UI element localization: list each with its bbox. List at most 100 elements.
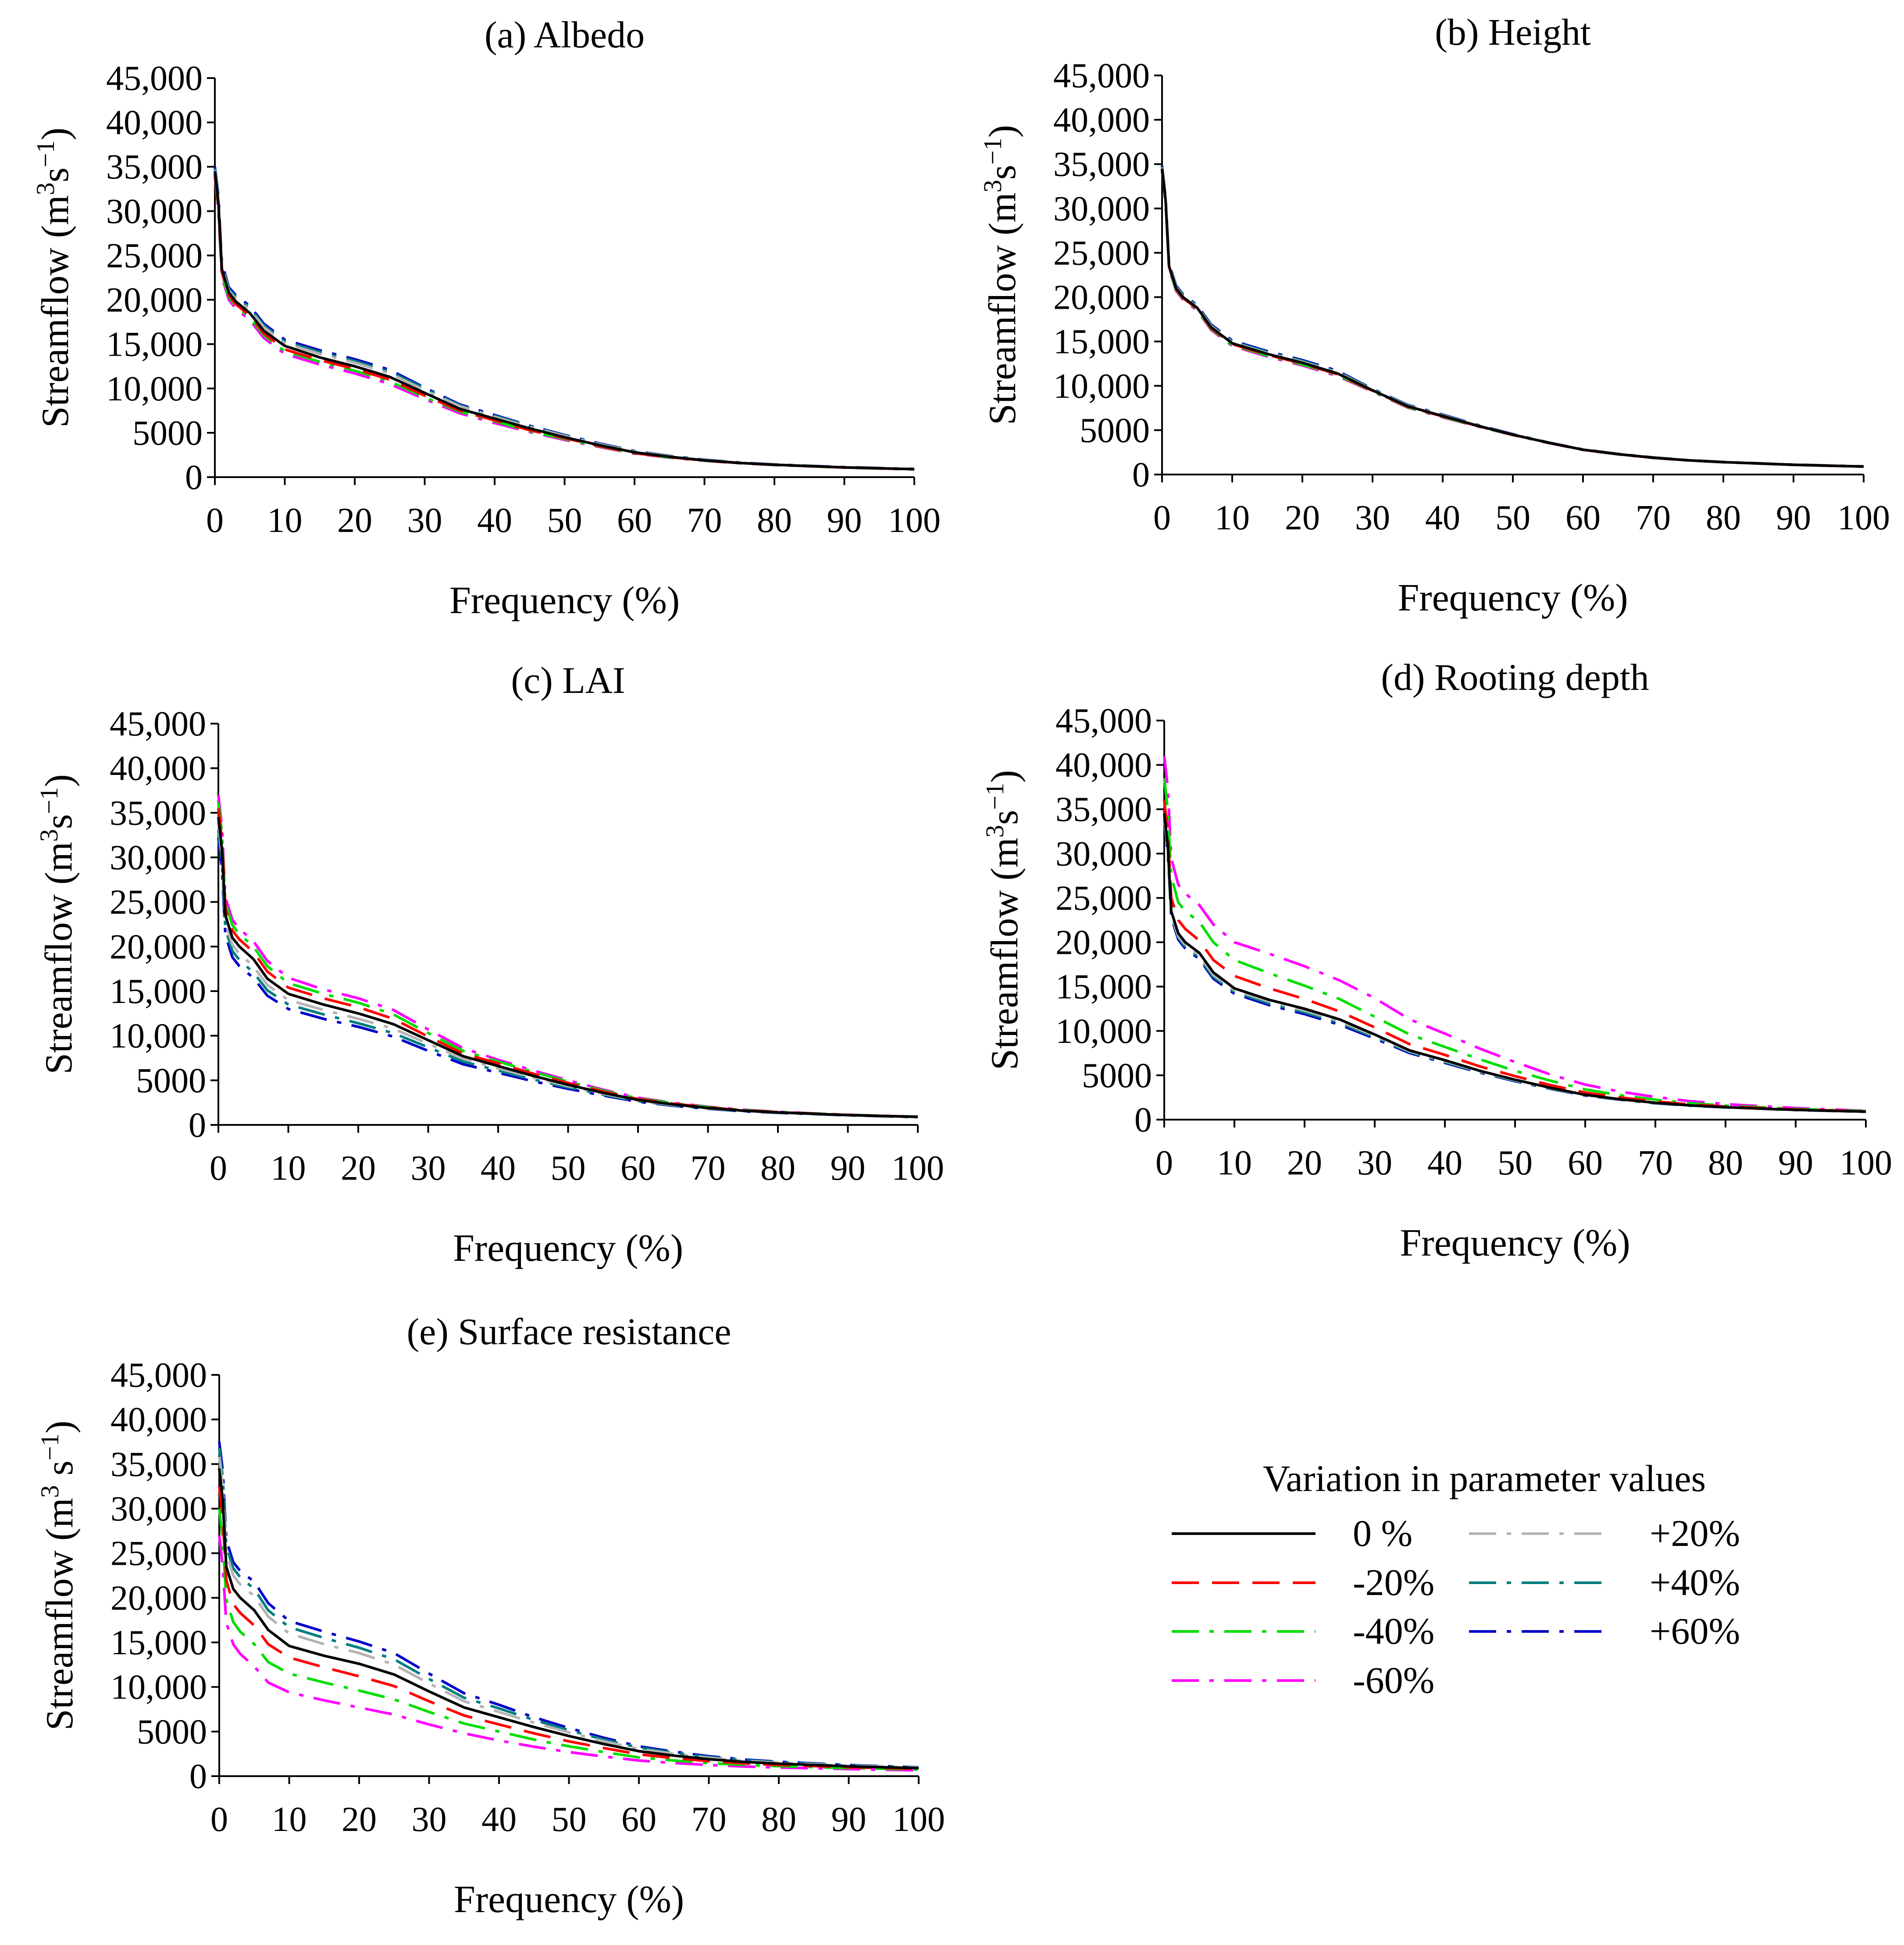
- x-tick-label: 80: [761, 1800, 796, 1839]
- x-tick-label: 60: [1568, 1144, 1603, 1182]
- y-tick-label: 30,000: [111, 1490, 207, 1528]
- legend-item: +60%: [1469, 1610, 1740, 1652]
- y-tick-label: 45,000: [106, 59, 203, 98]
- x-tick-label: 100: [892, 1800, 945, 1839]
- x-tick-label: 20: [342, 1800, 377, 1839]
- y-tick-label: 25,000: [1053, 234, 1150, 272]
- y-tick-label: 5000: [136, 1061, 206, 1100]
- y-tick-label: 0: [1132, 456, 1150, 494]
- y-tick-label: 30,000: [106, 192, 203, 231]
- y-tick-label: 10,000: [1055, 1012, 1152, 1051]
- chart-panel-e: (e) Surface resistance 0 5000 10,000 15,000 2…: [36, 1310, 945, 1921]
- x-tick-label: 0: [1155, 1144, 1173, 1182]
- x-tick-label: 50: [551, 1149, 586, 1188]
- y-tick-label: 35,000: [1055, 790, 1152, 829]
- x-tick-label: 90: [831, 1149, 866, 1188]
- y-tick-label: 10,000: [111, 1668, 207, 1707]
- series-line-0pct: [217, 817, 918, 1118]
- y-tick-label: 20,000: [1053, 278, 1150, 317]
- y-tick-label: 5000: [137, 1713, 207, 1751]
- x-tick-label: 80: [760, 1149, 795, 1188]
- y-tick-label: 30,000: [110, 839, 206, 877]
- x-tick-label: 0: [210, 1149, 227, 1188]
- y-tick-label: 0: [189, 1106, 206, 1145]
- x-tick-label: 70: [1638, 1144, 1673, 1182]
- x-axis-title: Frequency (%): [449, 579, 680, 622]
- y-tick-label: 35,000: [1053, 145, 1150, 184]
- x-tick-label: 10: [271, 1149, 306, 1188]
- y-tick-label: 45,000: [1055, 702, 1152, 740]
- x-tick-label: 100: [891, 1149, 944, 1188]
- y-tick-label: 40,000: [106, 103, 203, 142]
- y-axis-title: Streamflow (m3s−1): [978, 125, 1024, 425]
- series-line-minus60pct: [218, 1535, 919, 1772]
- y-tick-label: 20,000: [111, 1579, 207, 1617]
- x-tick-label: 0: [206, 501, 224, 540]
- x-tick-label: 10: [267, 501, 303, 540]
- legend-item: -40%: [1172, 1610, 1434, 1652]
- legend-item: 0 %: [1172, 1512, 1412, 1554]
- y-axis-title: Streamflow (m3s−1): [35, 774, 81, 1074]
- y-tick-label: 15,000: [1055, 968, 1152, 1006]
- chart-panel-a: (a) Albedo 0 5000 10,000 15,000 20,000 25,000 3…: [31, 14, 941, 622]
- y-tick-label: 10,000: [106, 370, 203, 408]
- x-axis-title: Frequency (%): [453, 1227, 683, 1270]
- chart-panel-d: (d) Rooting depth 0 5000 10,000 15,000 20,000…: [981, 656, 1893, 1264]
- x-tick-label: 90: [1778, 1144, 1813, 1182]
- panel-title: (d) Rooting depth: [1381, 656, 1649, 698]
- x-tick-label: 40: [481, 1800, 517, 1839]
- y-tick-label: 40,000: [1055, 746, 1152, 785]
- x-tick-label: 30: [1357, 1144, 1392, 1182]
- legend-label: -20%: [1353, 1561, 1434, 1603]
- y-axis-title: Streamflow (m3 s−1): [36, 1420, 82, 1731]
- x-tick-label: 60: [617, 501, 652, 540]
- y-tick-label: 25,000: [1055, 879, 1152, 917]
- x-tick-label: 30: [407, 501, 442, 540]
- y-tick-label: 5000: [1082, 1056, 1152, 1095]
- y-tick-label: 45,000: [110, 705, 206, 743]
- series-line-0pct: [218, 1468, 919, 1770]
- y-axis-title: Streamflow (m3s−1): [31, 128, 77, 428]
- y-tick-label: 40,000: [111, 1401, 207, 1439]
- x-tick-label: 50: [552, 1800, 587, 1839]
- x-tick-label: 60: [1565, 499, 1601, 537]
- x-tick-label: 20: [341, 1149, 376, 1188]
- series-line-0pct: [1161, 168, 1864, 468]
- x-tick-label: 40: [481, 1149, 516, 1188]
- y-tick-label: 0: [185, 458, 203, 497]
- x-tick-label: 80: [757, 501, 792, 540]
- y-tick-label: 25,000: [110, 883, 206, 922]
- y-tick-label: 25,000: [111, 1535, 207, 1573]
- x-axis-title: Frequency (%): [1400, 1222, 1630, 1264]
- y-tick-label: 0: [1134, 1101, 1152, 1139]
- y-axis-title: Streamflow (m3s−1): [981, 770, 1027, 1071]
- x-tick-label: 70: [687, 501, 722, 540]
- x-tick-label: 100: [888, 501, 941, 540]
- x-tick-label: 10: [1217, 1144, 1252, 1182]
- panel-title: (c) LAI: [511, 659, 625, 701]
- x-tick-label: 50: [1498, 1144, 1533, 1182]
- y-tick-label: 45,000: [111, 1356, 207, 1395]
- legend-item: -60%: [1172, 1659, 1434, 1701]
- chart-panel-b: (b) Height 0 5000 10,000 15,000 20,000 25,000 3…: [978, 11, 1890, 619]
- x-tick-label: 40: [1427, 1144, 1462, 1182]
- y-tick-label: 30,000: [1053, 189, 1150, 228]
- x-tick-label: 50: [1495, 499, 1530, 537]
- legend-label: 0 %: [1353, 1512, 1412, 1554]
- legend-item: +40%: [1469, 1561, 1740, 1603]
- y-tick-label: 40,000: [110, 749, 206, 788]
- x-tick-label: 30: [411, 1149, 446, 1188]
- panel-title: (b) Height: [1435, 11, 1591, 53]
- x-tick-label: 20: [337, 501, 372, 540]
- x-tick-label: 70: [1636, 499, 1671, 537]
- y-tick-label: 15,000: [106, 325, 203, 364]
- x-axis-title: Frequency (%): [454, 1878, 684, 1921]
- x-tick-label: 60: [621, 1800, 656, 1839]
- x-axis-title: Frequency (%): [1398, 577, 1628, 619]
- y-tick-label: 15,000: [111, 1624, 207, 1662]
- x-tick-label: 30: [1355, 499, 1390, 537]
- x-tick-label: 90: [827, 501, 862, 540]
- legend-item: -20%: [1172, 1561, 1434, 1603]
- y-tick-label: 30,000: [1055, 835, 1152, 873]
